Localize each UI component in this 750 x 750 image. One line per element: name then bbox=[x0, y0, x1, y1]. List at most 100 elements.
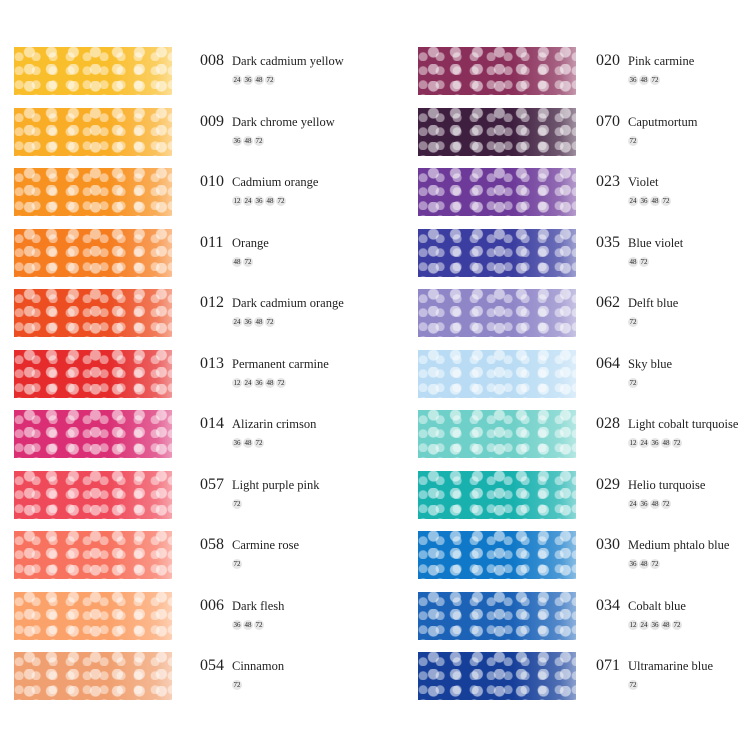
size-list: 12 24 36 48 72 bbox=[232, 196, 286, 206]
size-badge: 72 bbox=[265, 317, 275, 327]
size-list: 12 24 36 48 72 bbox=[628, 438, 682, 448]
size-list: 72 bbox=[232, 498, 242, 509]
color-code: 012 bbox=[200, 294, 224, 311]
color-code: 023 bbox=[596, 173, 620, 190]
size-list: 36 48 72 bbox=[628, 75, 660, 85]
size-badge: 72 bbox=[265, 75, 275, 85]
color-code: 011 bbox=[200, 233, 224, 251]
size-list: 72 bbox=[232, 680, 242, 690]
color-swatch bbox=[14, 410, 172, 458]
color-swatch bbox=[14, 591, 172, 640]
size-badge: 72 bbox=[650, 559, 660, 569]
color-name: Cinnamon bbox=[232, 659, 285, 673]
color-code: 014 bbox=[200, 415, 224, 432]
size-badge: 48 bbox=[243, 135, 253, 146]
size-list: 36 48 72 bbox=[232, 438, 264, 448]
color-code: 010 bbox=[200, 173, 224, 190]
color-swatch bbox=[418, 531, 576, 579]
color-name: Alizarin crimson bbox=[232, 417, 317, 431]
size-badge: 36 bbox=[639, 196, 649, 206]
color-name: Permanent carmine bbox=[232, 356, 329, 371]
size-badge: 48 bbox=[661, 438, 671, 448]
color-code: 071 bbox=[596, 657, 620, 674]
size-badge: 12 bbox=[232, 196, 242, 206]
size-badge: 48 bbox=[243, 619, 253, 630]
color-name: Dark cadmium orange bbox=[232, 296, 344, 310]
color-name: Carmine rose bbox=[232, 538, 299, 552]
color-swatch bbox=[14, 531, 172, 579]
size-badge: 24 bbox=[243, 196, 253, 206]
color-name: Cadmium orange bbox=[232, 175, 319, 189]
color-swatch bbox=[418, 228, 576, 277]
size-badge: 36 bbox=[628, 75, 638, 85]
size-list: 72 bbox=[628, 377, 638, 388]
size-badge: 24 bbox=[243, 377, 253, 388]
size-list: 36 48 72 bbox=[232, 619, 264, 630]
color-name: Ultramarine blue bbox=[628, 659, 714, 673]
size-badge: 24 bbox=[232, 317, 242, 327]
color-name: Light cobalt turquoise bbox=[628, 417, 739, 431]
size-badge: 48 bbox=[639, 559, 649, 569]
color-swatch bbox=[418, 107, 576, 156]
size-badge: 36 bbox=[650, 438, 660, 448]
size-badge: 36 bbox=[639, 498, 649, 509]
color-name: Cobalt blue bbox=[628, 598, 686, 613]
size-badge: 36 bbox=[232, 438, 242, 448]
size-list: 48 72 bbox=[232, 256, 253, 267]
size-badge: 48 bbox=[639, 75, 649, 85]
size-badge: 36 bbox=[232, 619, 242, 630]
size-badge: 36 bbox=[254, 377, 264, 388]
color-code: 070 bbox=[596, 112, 620, 130]
size-badge: 36 bbox=[650, 619, 660, 630]
size-badge: 48 bbox=[650, 498, 660, 509]
size-list: 24 36 48 72 bbox=[232, 317, 275, 327]
size-badge: 36 bbox=[254, 196, 264, 206]
size-badge: 72 bbox=[276, 196, 286, 206]
size-list: 48 72 bbox=[628, 256, 649, 267]
size-list: 72 bbox=[628, 680, 638, 690]
size-badge: 72 bbox=[254, 619, 264, 630]
color-name: Orange bbox=[232, 235, 269, 250]
color-swatch bbox=[418, 168, 576, 216]
size-badge: 48 bbox=[232, 256, 242, 267]
color-swatch bbox=[14, 289, 172, 337]
size-badge: 48 bbox=[650, 196, 660, 206]
size-badge: 12 bbox=[628, 438, 638, 448]
color-name: Helio turquoise bbox=[628, 477, 706, 492]
size-list: 12 24 36 48 72 bbox=[232, 377, 286, 388]
color-swatch bbox=[14, 168, 172, 216]
size-badge: 72 bbox=[276, 377, 286, 388]
color-code: 028 bbox=[596, 415, 620, 432]
size-badge: 72 bbox=[254, 438, 264, 448]
size-list: 72 bbox=[628, 135, 638, 146]
size-badge: 72 bbox=[661, 498, 671, 509]
size-badge: 72 bbox=[672, 438, 682, 448]
size-badge: 72 bbox=[672, 619, 682, 630]
size-badge: 72 bbox=[232, 680, 242, 690]
color-code: 058 bbox=[200, 536, 224, 553]
color-code: 057 bbox=[200, 475, 224, 493]
color-code: 008 bbox=[200, 52, 224, 69]
size-badge: 24 bbox=[639, 619, 649, 630]
color-code: 006 bbox=[200, 596, 224, 614]
color-code: 064 bbox=[596, 354, 620, 372]
color-swatch bbox=[418, 47, 576, 95]
color-swatch bbox=[14, 652, 172, 700]
color-swatch bbox=[14, 349, 172, 398]
color-swatch bbox=[14, 470, 172, 519]
size-badge: 72 bbox=[639, 256, 649, 267]
size-badge: 48 bbox=[254, 317, 264, 327]
color-swatch bbox=[14, 107, 172, 156]
size-list: 72 bbox=[628, 317, 638, 327]
color-name: Pink carmine bbox=[628, 54, 695, 68]
color-name: Medium phtalo blue bbox=[628, 538, 730, 552]
color-code: 009 bbox=[200, 112, 224, 130]
color-code: 030 bbox=[596, 536, 620, 553]
color-swatch bbox=[418, 349, 576, 398]
color-swatch bbox=[14, 47, 172, 95]
size-badge: 36 bbox=[232, 135, 242, 146]
color-name: Dark cadmium yellow bbox=[232, 54, 344, 68]
size-badge: 72 bbox=[628, 135, 638, 146]
size-badge: 48 bbox=[243, 438, 253, 448]
